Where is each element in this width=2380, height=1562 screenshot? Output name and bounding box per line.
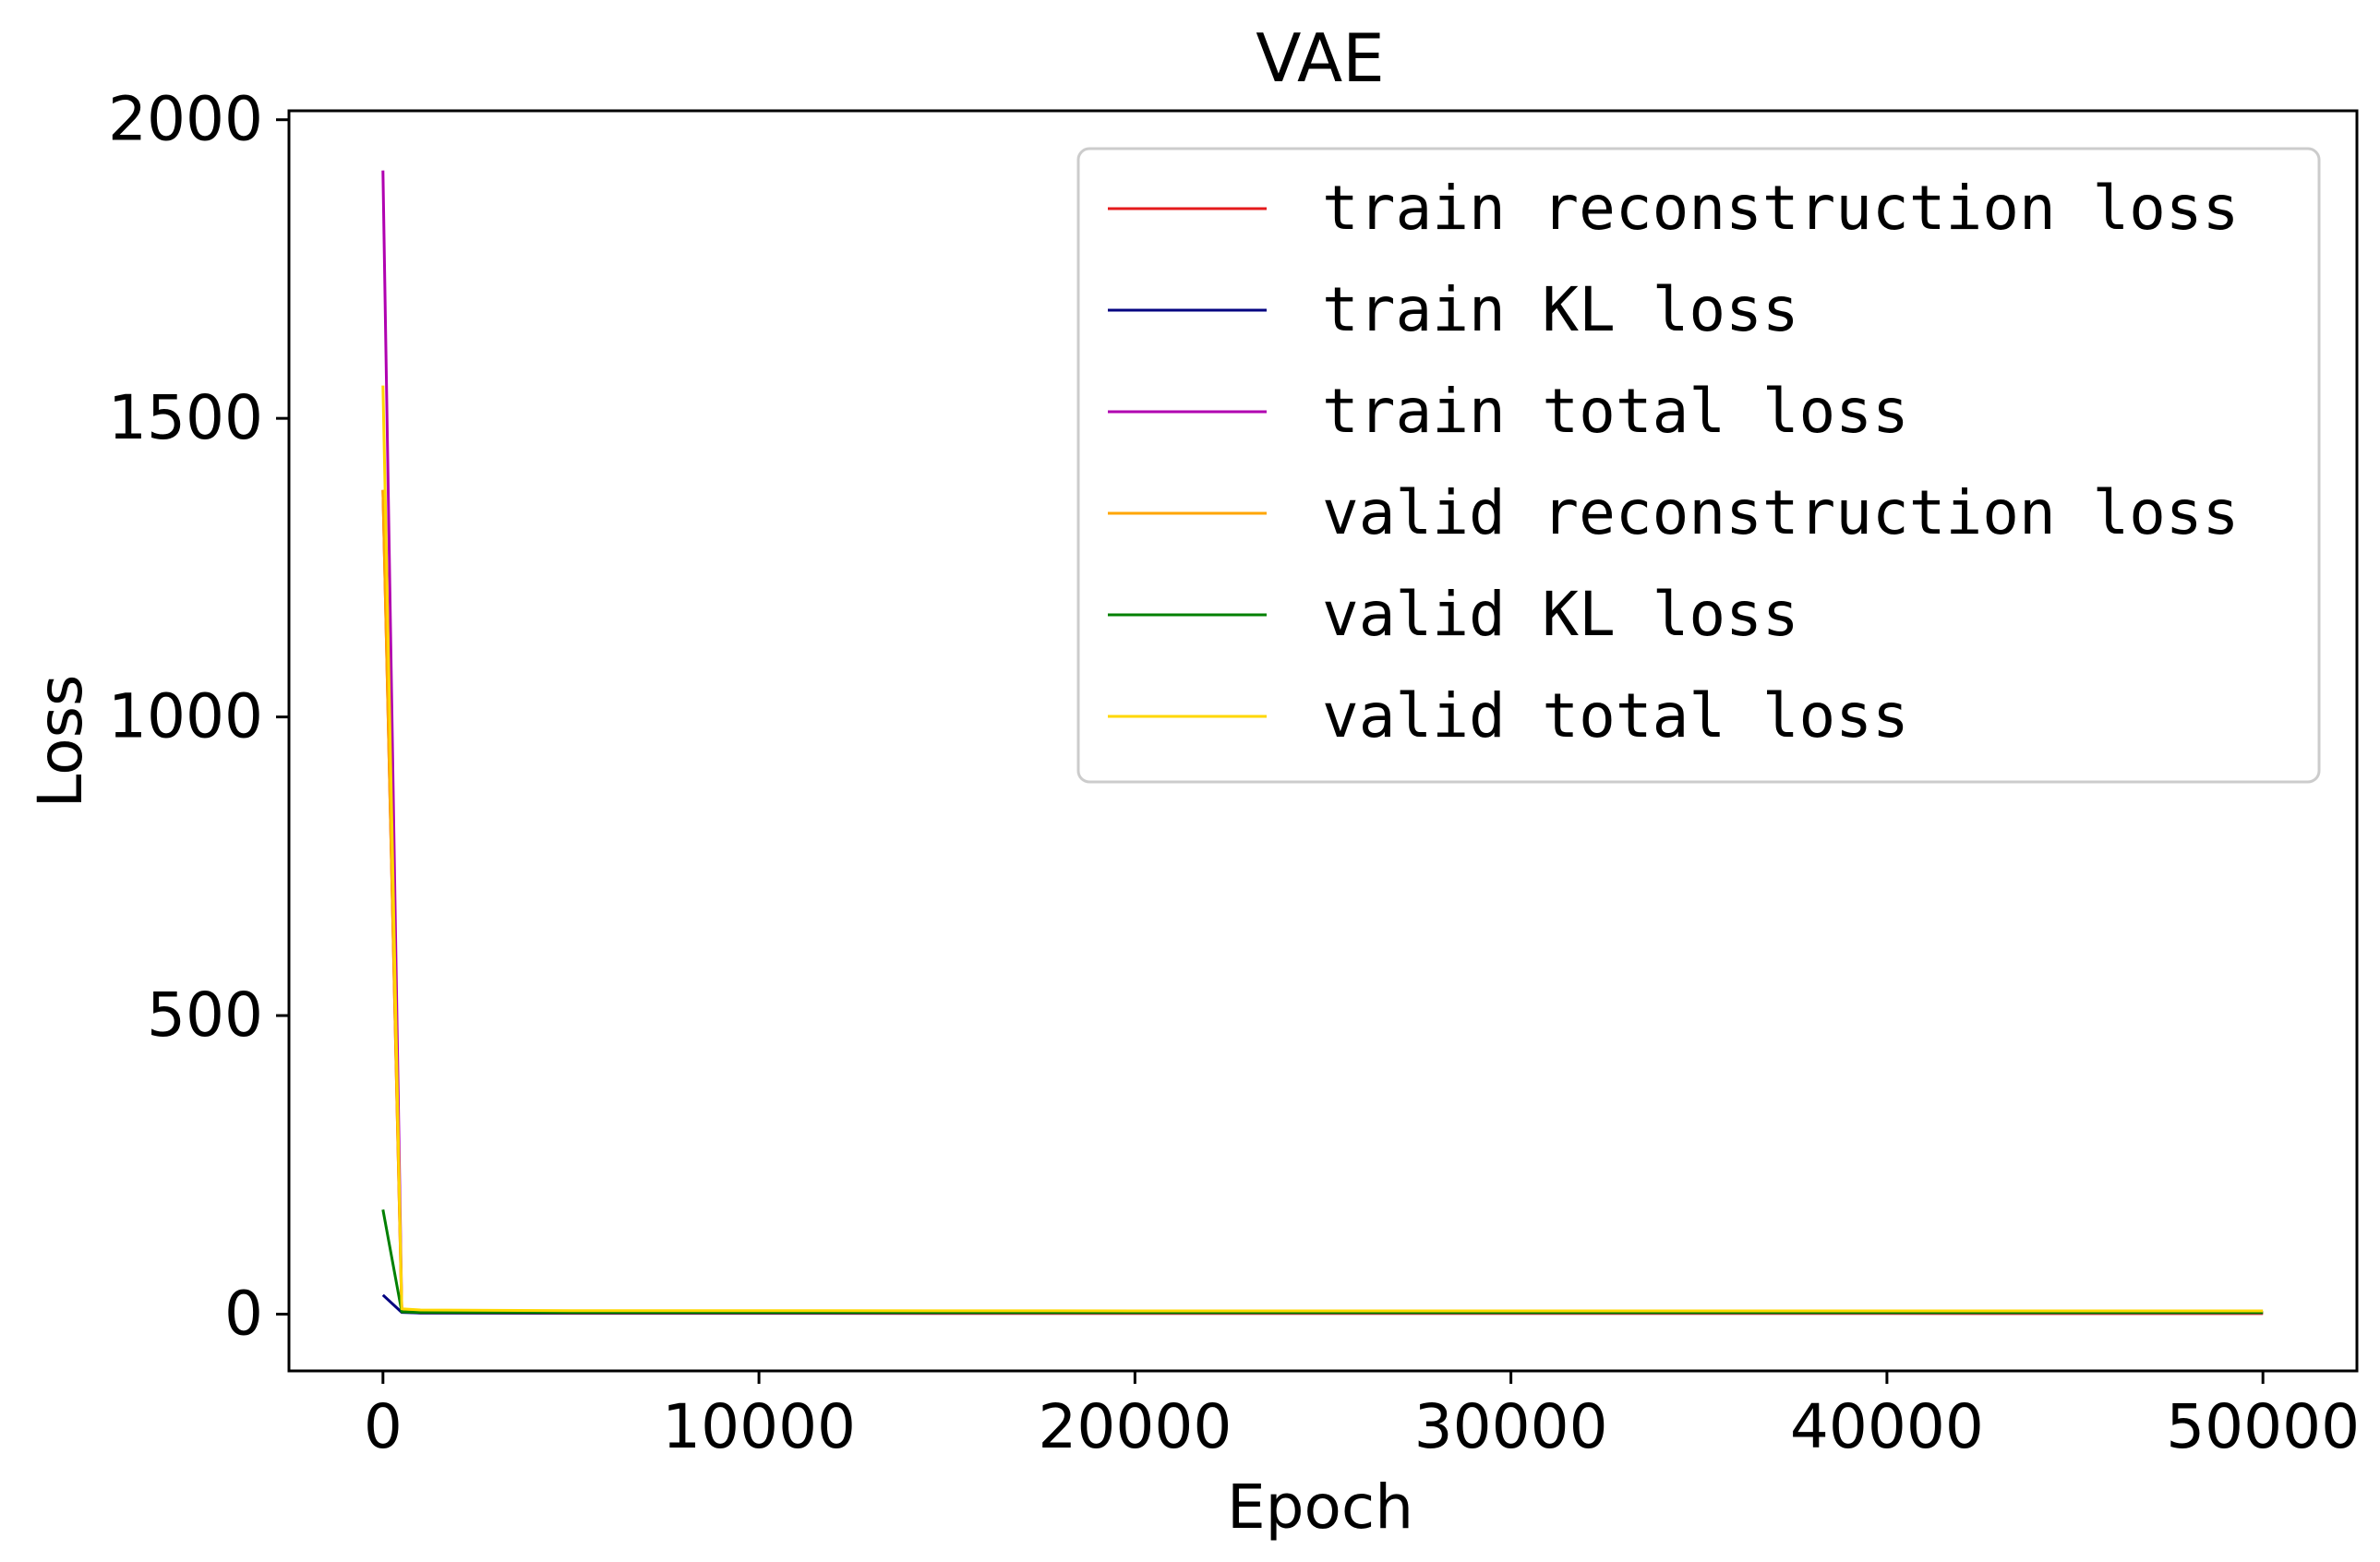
series-layer <box>381 170 2264 1316</box>
x-tick-label: 50000 <box>2166 1391 2360 1462</box>
chart-title: VAE <box>1256 19 1384 97</box>
plot-frame <box>287 109 2359 1373</box>
x-tick-label: 20000 <box>1038 1391 1232 1462</box>
legend: train reconstruction loss train KL loss tr… <box>1076 147 2321 784</box>
y-axis-label: Loss <box>25 675 96 809</box>
x-tick-label: 40000 <box>1790 1391 1984 1462</box>
legend-entry-label: valid KL loss <box>1322 579 1799 650</box>
legend-entry-label: train KL loss <box>1322 274 1799 345</box>
y-tick-label: 0 <box>224 1279 263 1350</box>
y-tick-label: 1500 <box>108 382 263 453</box>
legend-entry-label: valid reconstruction loss <box>1322 477 2239 548</box>
y-axis-ticks: 0 500 1000 1500 2000 <box>108 84 289 1350</box>
x-tick-label: 30000 <box>1414 1391 1608 1462</box>
legend-entry-label: train reconstruction loss <box>1322 173 2239 244</box>
x-axis-label: Epoch <box>1227 1472 1413 1543</box>
legend-entry-label: valid total loss <box>1322 680 1909 751</box>
y-tick-label: 500 <box>147 979 263 1051</box>
legend-entry-label: train total loss <box>1322 376 1909 447</box>
y-tick-label: 1000 <box>108 681 263 752</box>
series-line-6 <box>381 385 2264 1313</box>
x-tick-label: 10000 <box>662 1391 856 1462</box>
series-line-5 <box>381 1209 2264 1315</box>
x-tick-label: 0 <box>364 1391 403 1462</box>
legend-box <box>1076 147 2321 784</box>
y-tick-label: 2000 <box>108 84 263 155</box>
x-axis-ticks: 0 10000 20000 30000 40000 50000 <box>364 1371 2360 1462</box>
